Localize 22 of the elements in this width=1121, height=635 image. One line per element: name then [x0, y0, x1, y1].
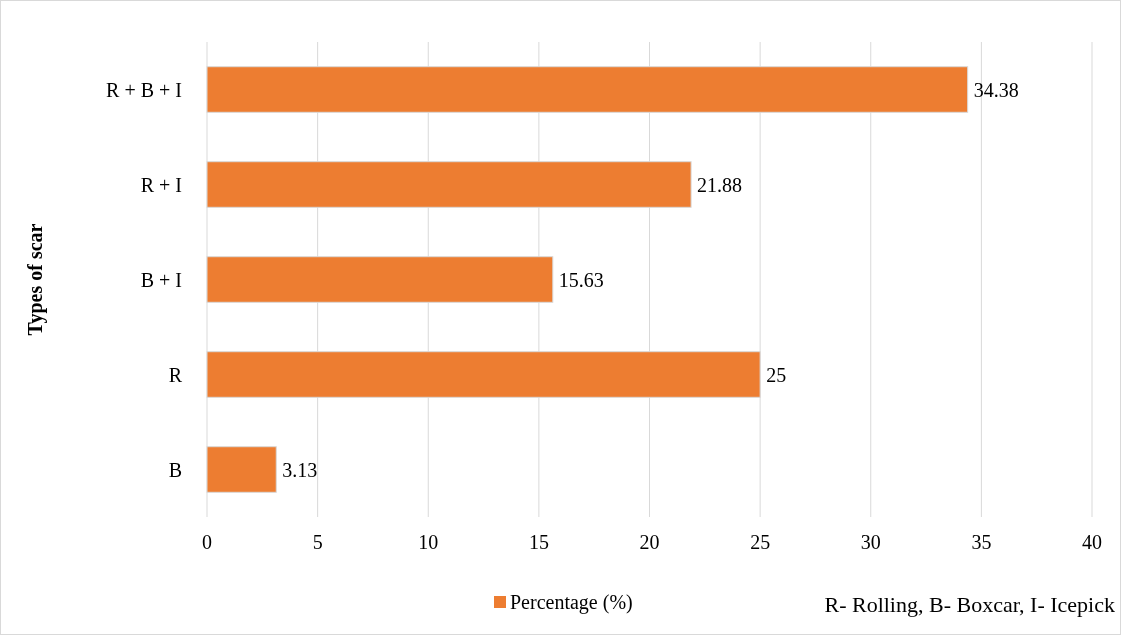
x-tick-label: 40: [1082, 531, 1102, 553]
legend-label: Percentage (%): [510, 591, 633, 614]
y-axis-title: Types of scar: [24, 223, 47, 336]
x-tick-label: 10: [418, 531, 439, 553]
text: R- Rolling, B- Boxcar, I- Icepick: [824, 592, 1115, 617]
x-tick-label: 5: [312, 531, 323, 553]
x-tick-label: 35: [971, 531, 992, 553]
x-tick-label: 25: [750, 531, 771, 553]
x-tick-label: 15: [528, 531, 549, 553]
data-label: 34.38: [973, 78, 1019, 101]
y-tick-label: B: [168, 458, 182, 481]
x-tick-label: 20: [639, 531, 660, 553]
data-label: 15.63: [558, 268, 604, 291]
x-tick-label: 0: [202, 531, 212, 553]
data-label: 25: [766, 363, 787, 386]
y-tick-label: B + I: [140, 268, 182, 291]
x-tick-label: 30: [860, 531, 881, 553]
data-label: 3.13: [282, 458, 318, 481]
data-label: 21.88: [697, 173, 743, 196]
y-tick-label: R + I: [140, 173, 182, 196]
y-tick-label: R + B + I: [106, 78, 182, 101]
y-tick-label: R: [168, 363, 183, 386]
